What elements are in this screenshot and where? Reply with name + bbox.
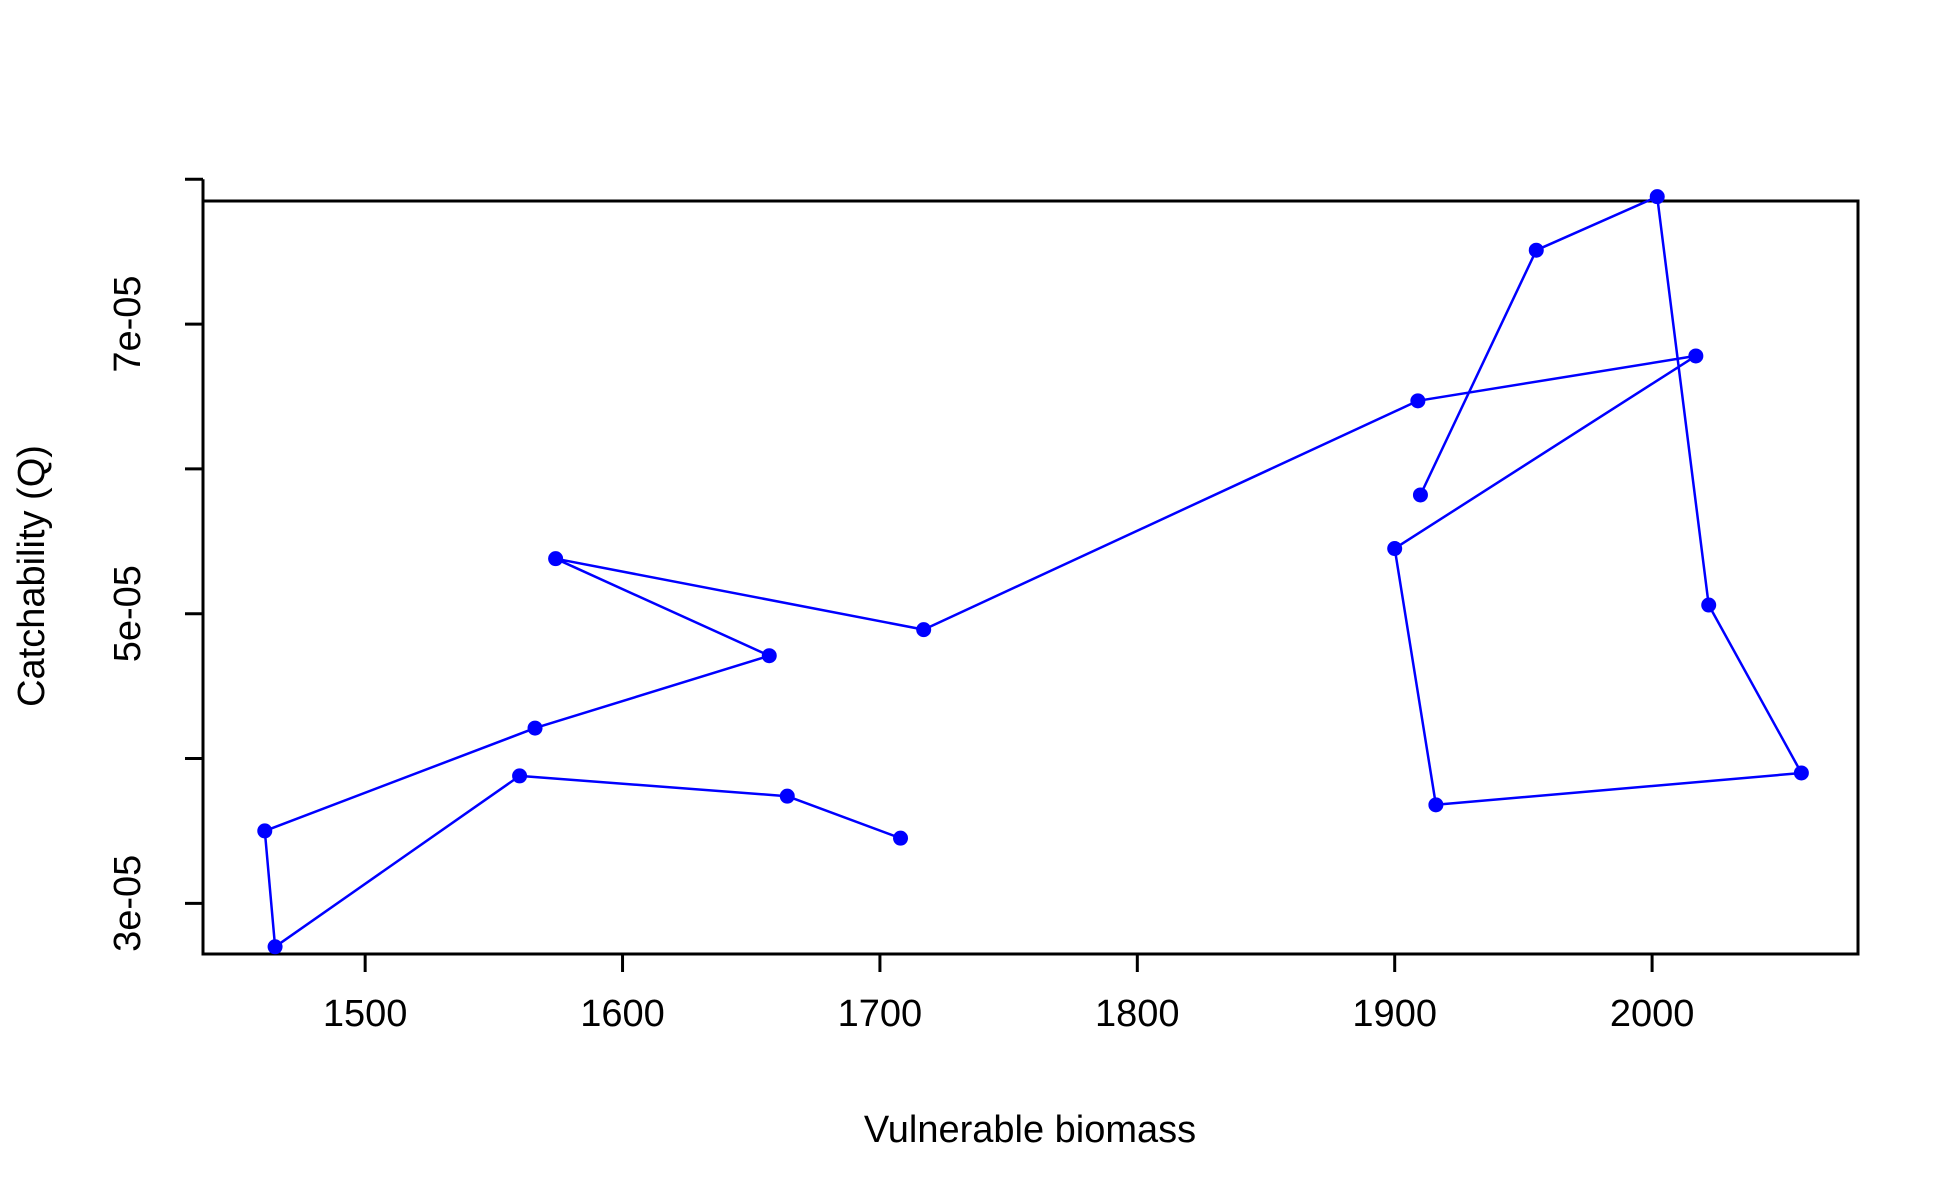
x-tick-label: 1500 [323, 993, 408, 1035]
plot-frame [201, 199, 1860, 956]
data-point [1701, 597, 1717, 613]
data-point [1649, 189, 1665, 205]
data-point [1688, 348, 1704, 364]
data-point [512, 768, 528, 784]
data-point [893, 830, 909, 846]
x-tick-label: 1700 [838, 993, 923, 1035]
data-point [1410, 393, 1426, 409]
y-tick-label: 5e-05 [107, 565, 149, 662]
x-tick-label: 1600 [580, 993, 665, 1035]
y-axis-title: Catchability (Q) [11, 445, 53, 707]
data-point [267, 939, 283, 955]
x-axis-title: Vulnerable biomass [864, 1109, 1196, 1151]
data-point [257, 823, 273, 839]
y-tick-label: 7e-05 [107, 275, 149, 372]
data-point [548, 551, 564, 567]
data-point [761, 648, 777, 664]
x-tick-label: 1800 [1095, 993, 1180, 1035]
series-layer [257, 189, 1809, 955]
data-point [779, 788, 795, 804]
data-point [1412, 487, 1428, 503]
data-point [527, 720, 543, 736]
y-tick-label: 3e-05 [107, 855, 149, 952]
x-tick-label: 1900 [1352, 993, 1437, 1035]
data-point [1428, 797, 1444, 813]
series-line [263, 195, 1803, 949]
data-point [1793, 765, 1809, 781]
data-point [916, 622, 932, 638]
data-point [1387, 541, 1403, 557]
y-axis: 3e-05 5e-05 7e-05 [107, 177, 205, 952]
x-tick-label: 2000 [1610, 993, 1695, 1035]
x-axis: 1500 1600 1700 1800 1900 2000 [323, 952, 1695, 1035]
data-point [1528, 242, 1544, 258]
